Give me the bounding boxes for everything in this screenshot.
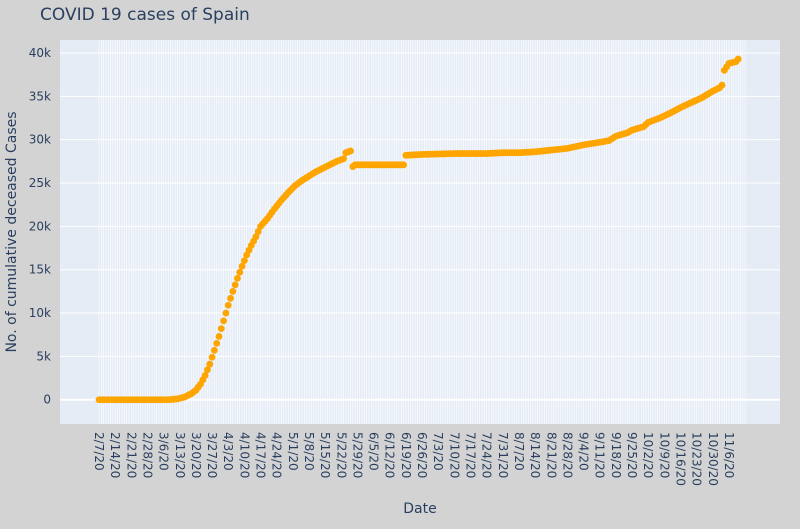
x-tick-label: 8/28/20 <box>560 432 574 478</box>
x-tick-label: 7/3/20 <box>431 432 445 471</box>
x-tick-label: 3/6/20 <box>157 432 171 471</box>
data-point <box>213 339 221 347</box>
x-tick-label: 2/21/20 <box>124 432 138 478</box>
x-tick-label: 7/10/20 <box>447 432 461 478</box>
x-tick-label: 5/15/20 <box>318 432 332 478</box>
x-tick-label: 4/24/20 <box>270 432 284 478</box>
x-tick-label: 8/21/20 <box>544 432 558 478</box>
data-point <box>340 155 347 163</box>
x-axis-label: Date <box>403 501 436 517</box>
x-tick-label: 3/20/20 <box>189 432 203 478</box>
y-tick-label: 15k <box>29 263 51 277</box>
y-tick-label: 20k <box>29 219 51 233</box>
data-point <box>222 309 230 317</box>
data-point <box>210 346 218 354</box>
x-tick-label: 2/14/20 <box>108 432 122 478</box>
data-point <box>224 301 232 309</box>
data-point <box>234 274 241 282</box>
series <box>95 55 742 404</box>
data-point <box>252 233 260 241</box>
data-point <box>229 287 237 295</box>
x-tick-label: 7/17/20 <box>464 432 478 478</box>
data-point <box>208 353 216 361</box>
x-tick-label: 6/12/20 <box>383 432 397 478</box>
x-tick-label: 2/28/20 <box>140 432 154 478</box>
y-tick-label: 10k <box>29 306 51 320</box>
x-tick-label: 6/26/20 <box>415 432 429 478</box>
x-tick-label: 10/16/20 <box>673 432 687 486</box>
data-point <box>240 257 248 265</box>
x-tick-label: 9/25/20 <box>625 432 639 478</box>
data-point <box>227 294 234 302</box>
x-tick-label: 7/31/20 <box>496 432 510 478</box>
x-tick-label: 10/2/20 <box>641 432 655 478</box>
x-tick-label: 4/3/20 <box>221 432 235 471</box>
x-tick-labels: 2/7/20 2/14/20 2/21/20 2/28/20 3/6/20 3/13/20… <box>92 432 736 486</box>
data-point <box>231 281 239 289</box>
data-point <box>718 81 726 89</box>
data-point <box>204 366 211 374</box>
y-axis-label: No. of cumulative deceased Cases <box>4 111 20 352</box>
x-tick-label: 2/7/20 <box>92 432 106 471</box>
chart-title: COVID 19 cases of Spain <box>40 5 250 25</box>
y-tick-label: 35k <box>29 89 51 103</box>
x-gridlines <box>98 40 746 424</box>
y-tick-label: 5k <box>36 349 51 363</box>
data-point <box>215 333 223 340</box>
data-point <box>347 147 354 155</box>
x-tick-label: 5/29/20 <box>350 432 364 478</box>
x-tick-label: 9/11/20 <box>593 432 607 478</box>
x-tick-label: 10/23/20 <box>690 432 704 486</box>
data-point <box>238 262 246 270</box>
x-tick-label: 11/6/20 <box>722 432 736 478</box>
x-tick-label: 6/5/20 <box>367 432 381 471</box>
data-point <box>400 161 407 169</box>
x-tick-label: 10/9/20 <box>657 432 671 478</box>
data-point <box>217 325 225 333</box>
y-tick-labels: 0 5k 10k 15k 20k 25k 30k 35k 40k <box>29 46 51 407</box>
x-tick-label: 8/14/20 <box>528 432 542 478</box>
x-tick-label: 5/22/20 <box>334 432 348 478</box>
x-tick-label: 3/27/20 <box>205 432 219 478</box>
x-tick-label: 5/8/20 <box>302 432 316 471</box>
y-tick-label: 40k <box>29 46 51 60</box>
x-tick-label: 7/24/20 <box>480 432 494 478</box>
x-tick-label: 3/13/20 <box>173 432 187 478</box>
x-tick-label: 6/19/20 <box>399 432 413 478</box>
x-tick-label: 4/17/20 <box>254 432 268 478</box>
x-tick-label: 9/4/20 <box>577 432 591 471</box>
data-point <box>206 360 214 368</box>
y-tick-label: 30k <box>29 133 51 147</box>
y-tick-label: 0 <box>43 393 51 407</box>
series-layer <box>95 55 742 404</box>
x-tick-label: 8/7/20 <box>512 432 526 471</box>
x-tick-label: 4/10/20 <box>237 432 251 478</box>
data-point <box>220 317 228 325</box>
data-point <box>254 228 262 235</box>
data-point <box>236 268 244 276</box>
y-tick-label: 25k <box>29 176 51 190</box>
x-tick-label: 5/1/20 <box>286 432 300 471</box>
data-point <box>734 55 742 63</box>
x-tick-label: 9/18/20 <box>609 432 623 478</box>
data-point <box>201 372 209 379</box>
x-tick-label: 10/30/20 <box>706 432 720 486</box>
